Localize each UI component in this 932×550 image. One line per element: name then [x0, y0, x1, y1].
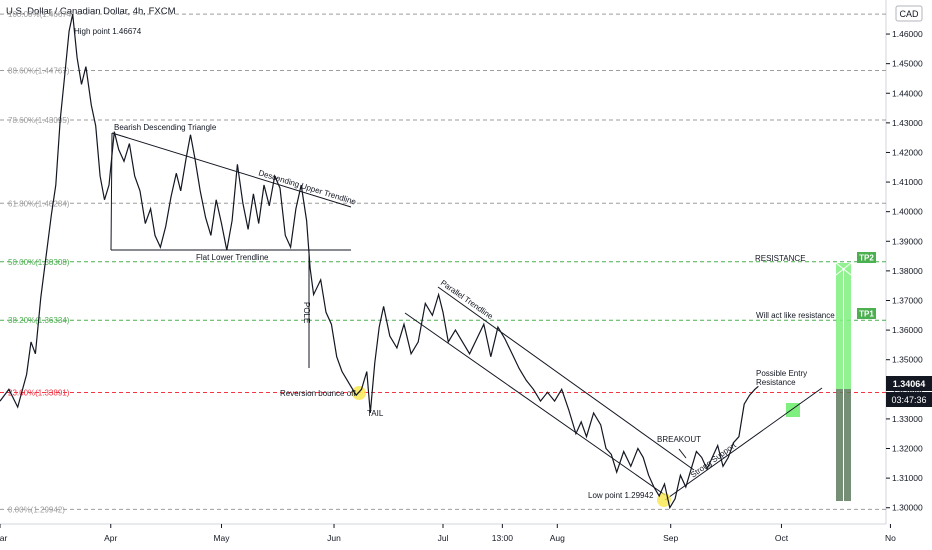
y-tick-label: 1.42000 — [892, 147, 923, 157]
descending-upper-trendline — [111, 132, 352, 208]
currency-button-label: CAD — [899, 9, 919, 19]
currency-button[interactable]: CAD — [895, 5, 923, 22]
reversion-highlight — [352, 386, 366, 400]
x-tick-label: Mar — [0, 533, 7, 543]
y-tick-label: 1.31000 — [892, 473, 923, 483]
x-tick-label: May — [213, 533, 230, 543]
y-tick-label: 1.43000 — [892, 118, 923, 128]
pole-label: POLE — [302, 302, 311, 323]
y-tick-label: 1.35000 — [892, 355, 923, 365]
chart-title: U.S. Dollar / Canadian Dollar, 4h, FXCM — [6, 6, 176, 17]
resistance-small-label: Resistance — [756, 378, 796, 387]
reversion-label: Reversion bounce off — [280, 389, 356, 398]
bearish-triangle-label: Bearish Descending Triangle — [114, 123, 217, 132]
fib-level-label: 61.80%(1.40284) — [8, 199, 70, 208]
y-tick-label: 1.45000 — [892, 59, 923, 69]
countdown-value: 03:47:36 — [891, 395, 926, 405]
last-price-badge[interactable]: 1.34064 — [886, 376, 932, 391]
y-tick-label: 1.44000 — [892, 88, 923, 98]
channel-upper — [437, 286, 695, 471]
target-zone — [786, 262, 852, 501]
x-tick-label: Oct — [775, 533, 789, 543]
support-line — [664, 387, 823, 501]
last-price-value: 1.34064 — [893, 379, 926, 389]
x-tick-label: 13:00 — [492, 533, 514, 543]
tp2-label: TP2 — [859, 254, 874, 263]
x-tick-label: Aug — [550, 533, 565, 543]
strong-support-label: Strong Support — [689, 440, 738, 479]
resistance-big-label: RESISTANCE — [755, 254, 806, 263]
y-tick-label: 1.46000 — [892, 29, 923, 39]
tail-label: TAIL — [367, 409, 384, 418]
low-point-label: Low point 1.29942 — [588, 491, 654, 500]
y-tick-label: 1.38000 — [892, 266, 923, 276]
flat-lower-label: Flat Lower Trendline — [196, 253, 269, 262]
x-tick-label: Jul — [438, 533, 449, 543]
y-tick-label: 1.41000 — [892, 177, 923, 187]
y-tick-label: 1.32000 — [892, 444, 923, 454]
possible-entry-label: Possible Entry — [756, 369, 807, 378]
y-tick-label: 1.30000 — [892, 503, 923, 513]
high-point-label: High point 1.46674 — [74, 27, 142, 36]
x-tick-label: No — [885, 533, 896, 543]
y-tick-label: 1.40000 — [892, 207, 923, 217]
parallel-label: Parallel Trendline — [439, 278, 495, 321]
breakout-label: BREAKOUT — [657, 435, 701, 444]
annotations: High point 1.46674 Bearish Descending Tr… — [74, 27, 835, 500]
pattern-drawings — [110, 132, 823, 501]
fib-level-label: 23.60%(1.33891) — [8, 389, 70, 398]
x-tick-label: Sep — [663, 533, 678, 543]
y-tick-label: 1.33000 — [892, 414, 923, 424]
time-axis[interactable]: Mar Apr May Jun Jul 13:00 Aug Sep Oct No — [0, 524, 896, 543]
tp1-badge: TP1 — [857, 308, 876, 319]
channel-lower — [404, 312, 666, 496]
fib-level-label: 50.00%(1.38308) — [8, 258, 70, 267]
fib-level-label: 78.60%(1.43095) — [8, 116, 70, 125]
fib-level-label: 100.00%(1.46674) — [8, 10, 74, 19]
breakout-arrow — [678, 448, 687, 459]
countdown-badge: 03:47:36 — [886, 392, 932, 407]
price-series-line — [0, 14, 759, 510]
y-tick-label: 1.36000 — [892, 325, 923, 335]
y-tick-label: 1.37000 — [892, 295, 923, 305]
price-axis[interactable]: 1.46000 1.45000 1.44000 1.43000 1.42000 1.410… — [886, 29, 923, 513]
fib-level-label: 88.60%(1.44767) — [8, 67, 70, 76]
tp2-badge: TP2 — [857, 252, 876, 263]
tp1-label: TP1 — [859, 310, 874, 319]
x-tick-label: Jun — [327, 533, 341, 543]
y-tick-label: 1.39000 — [892, 236, 923, 246]
fib-level-label: 0.00%(1.29942) — [8, 505, 65, 514]
will-act-label: Will act like resistance — [756, 311, 835, 320]
x-tick-label: Apr — [104, 533, 117, 543]
fibonacci-levels: 100.00%(1.46674) 88.60%(1.44767) 78.60%(1.… — [0, 10, 886, 514]
